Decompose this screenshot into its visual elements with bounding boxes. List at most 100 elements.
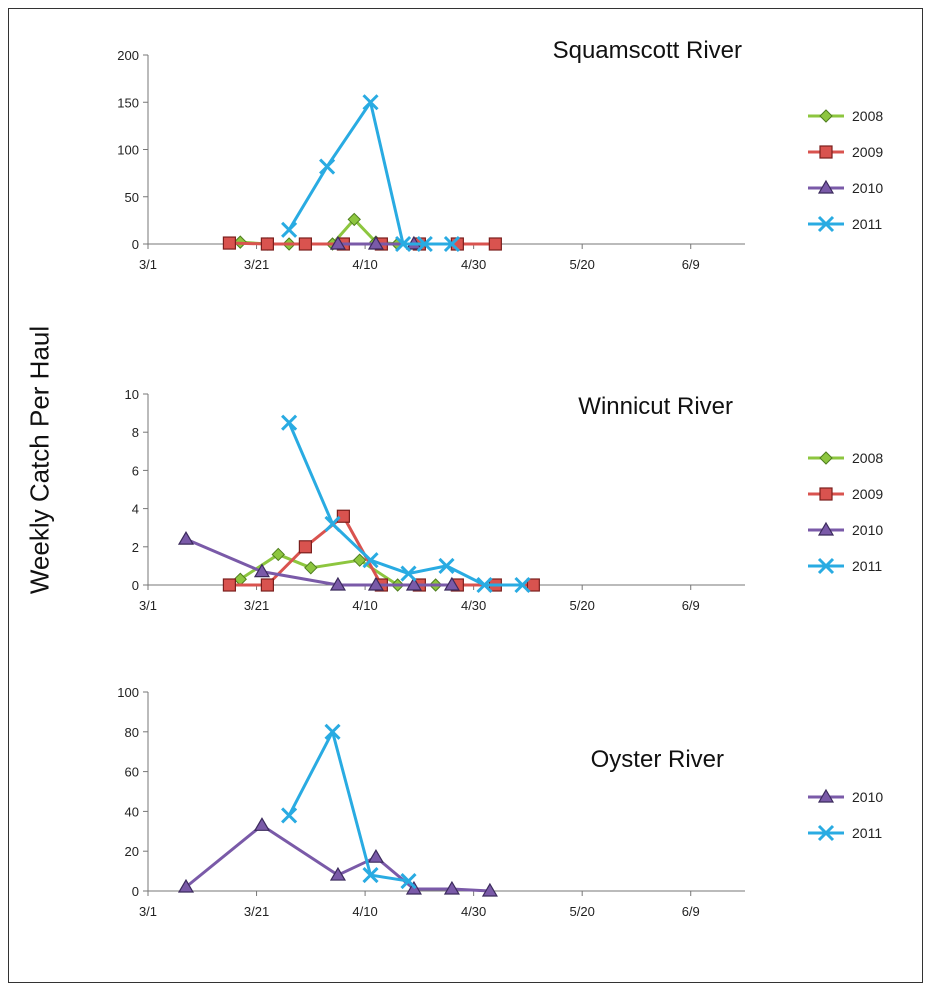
data-point-2011 bbox=[514, 576, 531, 594]
data-point-2008 bbox=[304, 561, 318, 575]
data-point-2010 bbox=[329, 866, 346, 881]
data-point-2011 bbox=[362, 552, 379, 569]
y-tick-label: 100 bbox=[117, 143, 139, 158]
legend-marker bbox=[819, 487, 833, 501]
data-point-2010 bbox=[253, 563, 271, 578]
legend-entry-2011: 2011 bbox=[808, 557, 882, 575]
data-point-2011 bbox=[324, 515, 341, 532]
data-point-2011 bbox=[416, 235, 433, 253]
legend-label: 2011 bbox=[852, 558, 882, 574]
data-point-2009 bbox=[298, 540, 312, 554]
legend-entry-2008: 2008 bbox=[808, 450, 883, 466]
legend-label: 2011 bbox=[852, 216, 882, 232]
y-tick-label: 10 bbox=[125, 387, 139, 402]
legend-marker bbox=[819, 451, 833, 465]
legend-label: 2009 bbox=[852, 486, 883, 502]
x-tick-label: 3/1 bbox=[139, 904, 157, 919]
x-tick-label: 6/9 bbox=[682, 598, 700, 613]
y-tick-label: 0 bbox=[132, 237, 139, 252]
data-point-2008 bbox=[347, 212, 361, 227]
x-tick-label: 6/9 bbox=[682, 904, 700, 919]
series-line-2010 bbox=[185, 537, 452, 587]
series-line-2011 bbox=[287, 100, 452, 246]
legend-marker bbox=[817, 215, 835, 233]
series-2011 bbox=[281, 94, 460, 253]
x-tick-label: 4/10 bbox=[352, 257, 377, 272]
chart-title: Squamscott River bbox=[553, 37, 742, 64]
data-point-2010 bbox=[329, 576, 346, 591]
data-point-2010 bbox=[329, 235, 346, 250]
data-point-2011 bbox=[400, 872, 417, 890]
legend-label: 2010 bbox=[852, 522, 883, 538]
y-tick-label: 200 bbox=[117, 48, 139, 63]
data-point-2011 bbox=[319, 158, 336, 175]
data-point-2010 bbox=[405, 576, 422, 591]
data-point-2009 bbox=[260, 578, 274, 592]
x-tick-label: 4/10 bbox=[352, 904, 377, 919]
data-point-2011 bbox=[324, 723, 341, 740]
data-point-2008 bbox=[271, 547, 285, 562]
data-point-2011 bbox=[362, 867, 379, 884]
data-point-2010 bbox=[443, 880, 460, 895]
legend-entry-2011: 2011 bbox=[808, 824, 882, 842]
series-2010 bbox=[177, 817, 498, 897]
y-tick-label: 40 bbox=[125, 804, 139, 819]
chart-panel-1: 0 50 100 150 200 3/1 3/21 4/10 4/30 5/20 6/9 Squams… bbox=[117, 37, 883, 272]
y-tick-label: 0 bbox=[132, 578, 139, 593]
data-point-2011 bbox=[476, 576, 493, 594]
data-point-2009 bbox=[222, 236, 237, 250]
chart-title: Winnicut River bbox=[578, 393, 733, 420]
x-tick-label: 4/30 bbox=[461, 904, 486, 919]
data-point-2011 bbox=[395, 235, 412, 253]
y-tick-label: 6 bbox=[132, 463, 139, 478]
x-tick-label: 4/10 bbox=[352, 598, 377, 613]
legend-marker bbox=[817, 179, 835, 194]
x-tick-label: 5/20 bbox=[570, 598, 595, 613]
data-point-2009 bbox=[222, 578, 237, 592]
y-tick-label: 0 bbox=[132, 884, 139, 899]
legend-marker bbox=[819, 109, 833, 123]
legend-entry-2009: 2009 bbox=[808, 486, 883, 502]
x-tick-label: 4/30 bbox=[461, 598, 486, 613]
legend-label: 2011 bbox=[852, 825, 882, 841]
data-point-2011 bbox=[362, 94, 379, 111]
y-tick-label: 4 bbox=[132, 502, 139, 517]
data-point-2011 bbox=[281, 807, 298, 824]
data-point-2010 bbox=[177, 530, 195, 545]
legend-entry-2010: 2010 bbox=[808, 179, 883, 196]
series-2011 bbox=[281, 414, 531, 594]
legend-entry-2010: 2010 bbox=[808, 788, 883, 805]
x-tick-label: 5/20 bbox=[570, 904, 595, 919]
y-tick-label: 80 bbox=[125, 725, 139, 740]
legend-label: 2010 bbox=[852, 180, 883, 196]
y-tick-label: 100 bbox=[117, 685, 139, 700]
legend-entry-2011: 2011 bbox=[808, 215, 882, 233]
series-line-2010 bbox=[185, 823, 490, 893]
y-tick-label: 2 bbox=[132, 540, 139, 555]
legend-label: 2009 bbox=[852, 144, 883, 160]
chart-panel-3: 0 20 40 60 80 100 3/1 3/21 4/10 4/30 5/20 6/9 Oyster… bbox=[117, 685, 883, 919]
data-point-2011 bbox=[443, 235, 460, 253]
data-point-2009 bbox=[336, 509, 350, 523]
x-tick-label: 3/21 bbox=[244, 598, 269, 613]
data-point-2008 bbox=[352, 553, 367, 567]
data-point-2010 bbox=[253, 817, 271, 831]
x-tick-label: 3/21 bbox=[244, 904, 269, 919]
chart-title: Oyster River bbox=[591, 746, 724, 773]
legend-marker bbox=[817, 788, 835, 803]
legend-entry-2008: 2008 bbox=[808, 108, 883, 124]
data-point-2010 bbox=[367, 235, 384, 250]
series-2008 bbox=[233, 547, 443, 592]
x-tick-label: 3/1 bbox=[139, 257, 157, 272]
data-point-2010 bbox=[443, 576, 460, 591]
y-tick-label: 150 bbox=[117, 95, 139, 110]
data-point-2010 bbox=[177, 878, 195, 893]
data-point-2011 bbox=[281, 414, 298, 431]
x-tick-label: 3/1 bbox=[139, 598, 157, 613]
legend-marker bbox=[819, 145, 833, 159]
legend-entry-2010: 2010 bbox=[808, 521, 883, 538]
legend-label: 2008 bbox=[852, 108, 883, 124]
data-point-2010 bbox=[367, 576, 384, 591]
data-point-2009 bbox=[488, 237, 502, 251]
y-tick-label: 20 bbox=[125, 844, 139, 859]
